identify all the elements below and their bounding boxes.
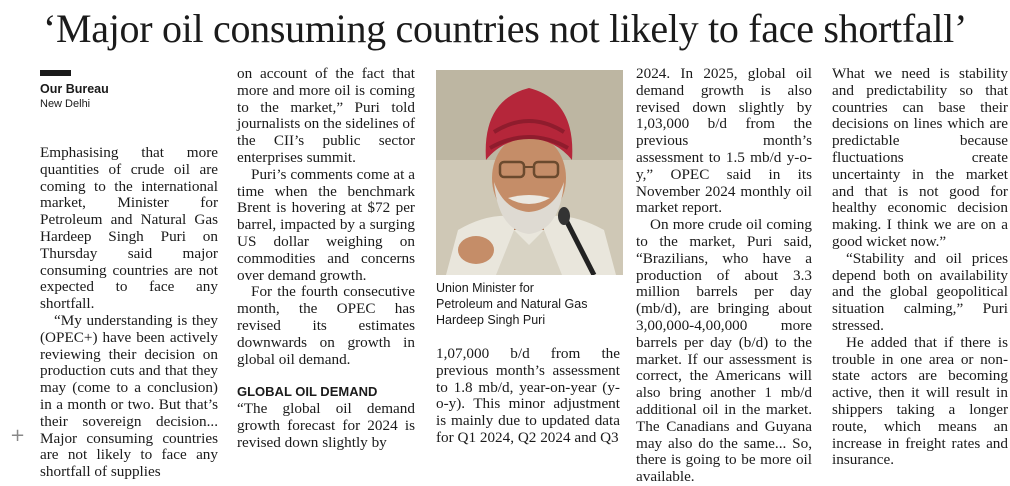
- byline: Our Bureau: [40, 82, 109, 96]
- caption-line: Petroleum and Natural Gas: [436, 297, 588, 311]
- article-column-5: What we need is stability and predictabi…: [832, 65, 1008, 469]
- article-column-4: 2024. In 2025, global oil demand growth …: [636, 65, 812, 486]
- paragraph: 1,07,000 b/d from the previous month’s a…: [436, 345, 620, 446]
- article-column-2: on account of the fact that more and mor…: [237, 65, 416, 452]
- minister-photo: [436, 70, 623, 275]
- paragraph: What we need is stability and predictabi…: [832, 65, 1008, 250]
- paragraph: “My understanding is they (OPEC+) have b…: [40, 311, 218, 481]
- dateline: New Delhi: [40, 98, 91, 110]
- paragraph: on account of the fact that more and mor…: [237, 65, 416, 166]
- paragraph: On more crude oil coming to the market, …: [636, 216, 812, 486]
- paragraph: “The global oil demand growth forecast f…: [237, 400, 415, 451]
- caption-line: Hardeep Singh Puri: [436, 313, 546, 327]
- photo-caption: Union Minister for Petroleum and Natural…: [436, 280, 626, 328]
- caption-line: Union Minister for: [436, 281, 534, 295]
- article-column-3: 1,07,000 b/d from the previous month’s a…: [436, 345, 620, 447]
- crop-mark-icon: +: [10, 425, 26, 446]
- paragraph: 2024. In 2025, global oil demand growth …: [636, 65, 812, 217]
- headline: ‘Major oil consuming countries not likel…: [43, 6, 967, 51]
- paragraph: Puri’s comments come at a time when the …: [237, 165, 415, 284]
- paragraph: For the fourth consecutive month, the OP…: [237, 283, 415, 368]
- paragraph: “Stability and oil prices depend both on…: [832, 249, 1008, 334]
- paragraph: He added that if there is trouble in one…: [832, 333, 1008, 469]
- byline-rule: [40, 70, 71, 76]
- portrait-illustration: [436, 70, 623, 275]
- paragraph: Emphasising that more quantities of crud…: [40, 144, 218, 313]
- article-column-1: Our Bureau New Delhi Emphasising that mo…: [40, 66, 218, 481]
- subhead: GLOBAL OIL DEMAND: [237, 384, 378, 400]
